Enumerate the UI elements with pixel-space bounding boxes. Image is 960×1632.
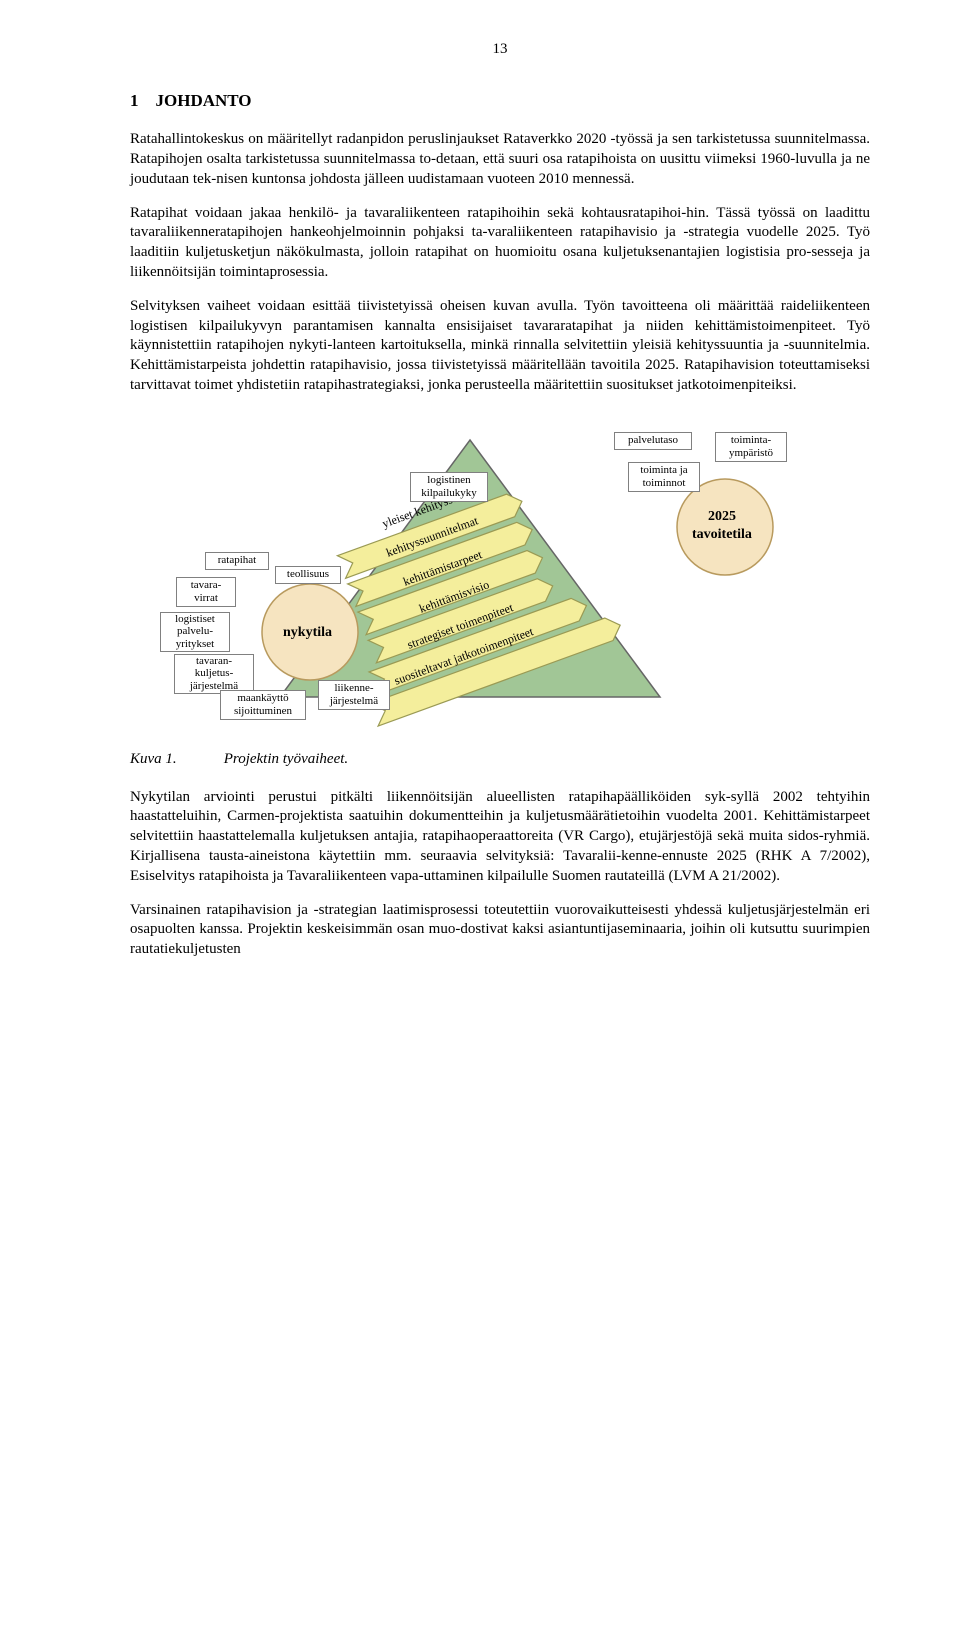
box-palvelutaso: palvelutaso [614,432,692,450]
paragraph: Nykytilan arviointi perustui pitkälti li… [130,788,870,887]
box-logistinen-kilpailu: logistinenkilpailukyky [410,472,488,502]
paragraph: Ratahallintokeskus on määritellyt radanp… [130,130,870,189]
box-maankaytto: maankäyttösijoittuminen [220,690,306,720]
box-teollisuus: teollisuus [275,566,341,584]
paragraph: Selvityksen vaiheet voidaan esittää tiiv… [130,297,870,396]
box-ratapihat: ratapihat [205,552,269,570]
box-logistiset-palvelu: logistisetpalvelu-yritykset [160,612,230,652]
paragraph: Varsinainen ratapihavision ja -strategia… [130,901,870,960]
figure-number: Kuva 1. [130,750,220,770]
figure-title: Projektin työvaiheet. [224,751,348,767]
figure-caption: Kuva 1. Projektin työvaiheet. [130,750,870,770]
box-tavara-virrat: tavara-virrat [176,577,236,607]
heading-title: JOHDANTO [156,91,252,110]
left-circle-label: nykytila [283,624,332,642]
paragraph: Ratapihat voidaan jakaa henkilö- ja tava… [130,204,870,283]
page-number: 13 [130,40,870,60]
right-circle-label-bottom: tavoitetila [692,526,752,544]
heading-number: 1 [130,91,139,110]
process-diagram: nykytila 2025 tavoitetila yleiset kehity… [160,422,800,732]
box-toiminta-ja: toiminta jatoiminnot [628,462,700,492]
chapter-heading: 1 JOHDANTO [130,90,870,112]
box-tavaran-kuljetus: tavaran-kuljetus-järjestelmä [174,654,254,694]
box-liikenne: liikenne-järjestelmä [318,680,390,710]
right-circle-label-top: 2025 [708,508,736,526]
box-toiminta-ymparisto: toiminta-ympäristö [715,432,787,462]
